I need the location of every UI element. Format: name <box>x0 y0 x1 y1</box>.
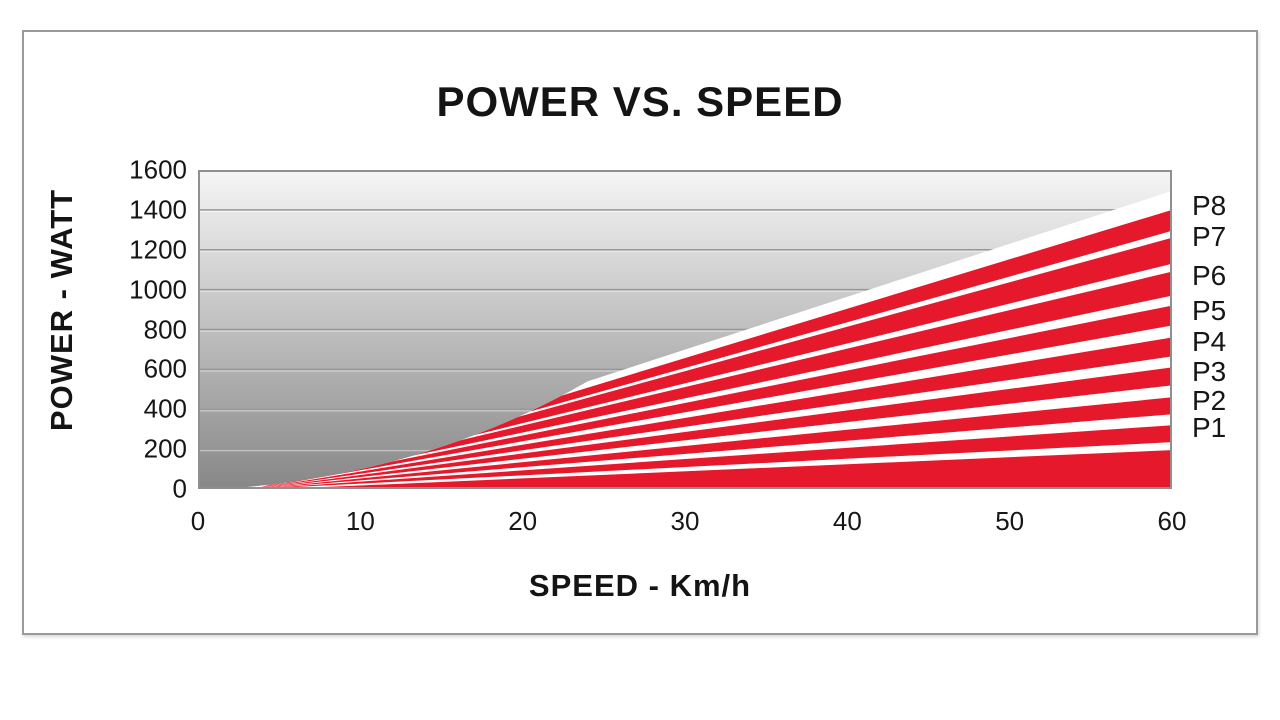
chart-title: POWER VS. SPEED <box>436 78 844 125</box>
y-tick-label-800: 800 <box>143 314 187 344</box>
x-axis-title: SPEED - Km/h <box>528 568 752 603</box>
power-band-base <box>279 450 1172 489</box>
power-level-label-p3: P3 <box>1192 356 1227 388</box>
power-band-p1 <box>254 425 1172 489</box>
power-level-label-p5: P5 <box>1192 294 1227 326</box>
power-band-p2 <box>254 397 1172 489</box>
power-level-label-p7: P7 <box>1192 220 1227 252</box>
y-tick-label-1200: 1200 <box>129 234 187 265</box>
power-level-label-p4: P4 <box>1192 326 1227 358</box>
x-tick-label-0: 0 <box>190 506 206 536</box>
chart-canvas <box>198 170 1173 489</box>
y-tick-label-1600: 1600 <box>129 154 187 185</box>
x-tick-label-40: 40 <box>832 506 862 536</box>
power-level-label-p6: P6 <box>1192 259 1227 291</box>
power-level-label-p2: P2 <box>1192 384 1227 416</box>
x-tick-label-10: 10 <box>345 506 375 536</box>
y-axis-title: POWER - WATT <box>44 188 79 432</box>
y-tick-label-600: 600 <box>143 353 187 384</box>
y-tick-label-1000: 1000 <box>129 274 187 305</box>
y-tick-label-0: 0 <box>172 473 187 504</box>
x-tick-label-30: 30 <box>670 506 700 536</box>
x-tick-label-60: 60 <box>1157 506 1187 536</box>
plot-region: 0 200 400 600 800 1000 1200 1400 1600 0 10 20 30 40 50… <box>129 155 1226 537</box>
y-tick-label-1400: 1400 <box>129 194 187 225</box>
power-band-p5 <box>254 305 1172 489</box>
x-tick-label-20: 20 <box>508 506 538 536</box>
white-fan-envelope <box>222 190 1173 489</box>
x-tick-label-50: 50 <box>995 506 1025 536</box>
power-level-label-p1: P1 <box>1192 411 1227 443</box>
power-level-label-p8: P8 <box>1192 189 1227 221</box>
y-tick-label-200: 200 <box>143 433 187 464</box>
y-tick-label-400: 400 <box>143 393 187 424</box>
plot-border <box>198 170 1172 489</box>
